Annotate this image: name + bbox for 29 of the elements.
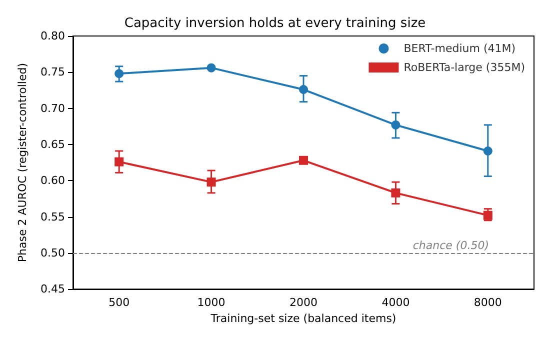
point [391,120,400,130]
chart-title: Capacity inversion holds at every training size [124,16,426,31]
y-tick-label: 0.60 [40,174,65,188]
y-axis-title: Phase 2 AUROC (register-controlled) [16,62,29,262]
y-tick-label: 0.80 [40,30,65,42]
x-tick-label: 8000 [474,296,502,310]
y-tick-label: 0.65 [40,138,65,151]
x-tick-label: 4000 [382,296,410,310]
legend-label: RoBERTa-large (355M) [404,61,526,74]
point [483,146,492,156]
point [206,63,216,72]
point [114,157,124,166]
x-tick-label: 1000 [197,296,226,310]
point [299,85,308,94]
point [206,178,216,187]
ref-line-label: chance (0.50) [412,238,489,252]
x-tick-label: 500 [108,296,130,310]
legend-label: BERT-medium (41M) [404,42,516,55]
x-axis-title: Training-set size (balanced items) [210,312,396,325]
x-tick-label: 2000 [290,296,318,310]
y-tick-label: 0.50 [40,246,65,260]
point [391,188,400,198]
y-tick-label: 0.55 [40,210,65,224]
point [114,69,124,78]
point [299,156,308,165]
y-tick-label: 0.70 [40,102,65,115]
point [483,210,492,220]
y-tick-label: 0.45 [40,282,65,296]
y-tick-label: 0.75 [40,66,65,79]
